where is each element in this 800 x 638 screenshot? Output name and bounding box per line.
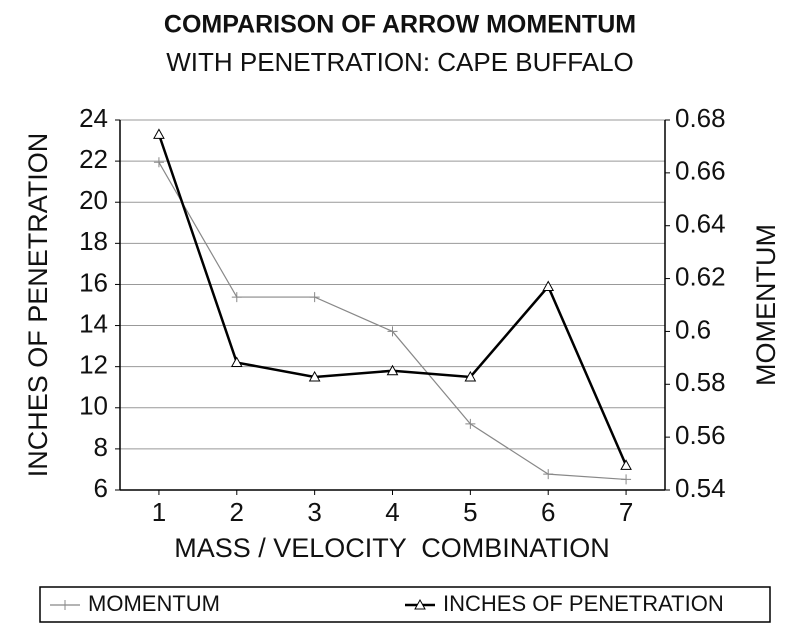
legend-label: INCHES OF PENETRATION: [443, 591, 724, 616]
data-point: [386, 364, 399, 376]
data-point: [465, 418, 476, 429]
y2-tick-label: 0.62: [675, 261, 726, 291]
y2-tick-label: 0.6: [675, 314, 711, 344]
chart-subtitle: WITH PENETRATION: CAPE BUFFALO: [166, 47, 634, 77]
y-tick-label: 24: [79, 103, 108, 133]
y2-tick-label: 0.58: [675, 367, 726, 397]
x-tick-label: 4: [385, 497, 399, 527]
x-tick-label: 7: [619, 497, 633, 527]
x-tick-label: 6: [541, 497, 555, 527]
data-point: [543, 469, 554, 480]
y-tick-label: 20: [79, 185, 108, 215]
data-point: [153, 157, 164, 168]
legend-label: MOMENTUM: [88, 591, 220, 616]
x-tick-label: 1: [152, 497, 166, 527]
y2-tick-label: 0.64: [675, 209, 726, 239]
x-axis-title: MASS / VELOCITY COMBINATION: [174, 533, 610, 563]
series-line: [157, 133, 628, 466]
series-line: [158, 161, 627, 481]
y2-axis-title: MOMENTUM: [751, 224, 781, 386]
y-axis-title: INCHES OF PENETRATION: [23, 133, 53, 478]
data-point: [542, 280, 555, 291]
chart-title: COMPARISON OF ARROW MOMENTUM: [164, 11, 636, 39]
y2-tick-label: 0.54: [675, 473, 726, 503]
legend-marker: [414, 598, 426, 610]
data-point: [153, 128, 165, 139]
data-point: [464, 370, 477, 382]
x-tick-label: 5: [463, 497, 477, 527]
y2-tick-label: 0.56: [675, 420, 726, 450]
x-tick-label: 2: [230, 497, 244, 527]
y-tick-label: 16: [79, 267, 108, 297]
y-tick-label: 14: [79, 308, 108, 338]
y2-tick-label: 0.66: [675, 156, 726, 186]
legend-box: [39, 586, 771, 623]
data-point: [621, 474, 632, 485]
data-point: [308, 370, 321, 382]
y-tick-label: 22: [79, 144, 108, 174]
y-tick-label: 8: [94, 432, 108, 462]
y2-tick-label: 0.68: [675, 103, 726, 133]
data-point: [230, 356, 243, 368]
data-point: [387, 326, 398, 337]
y-tick-label: 6: [94, 473, 108, 503]
legend-marker: [60, 600, 70, 610]
y-tick-label: 10: [79, 391, 108, 421]
data-point: [620, 459, 632, 470]
data-point: [231, 292, 242, 303]
data-point: [309, 292, 320, 303]
y-tick-label: 12: [79, 350, 108, 380]
x-tick-label: 3: [307, 497, 321, 527]
y-tick-label: 18: [79, 226, 108, 256]
